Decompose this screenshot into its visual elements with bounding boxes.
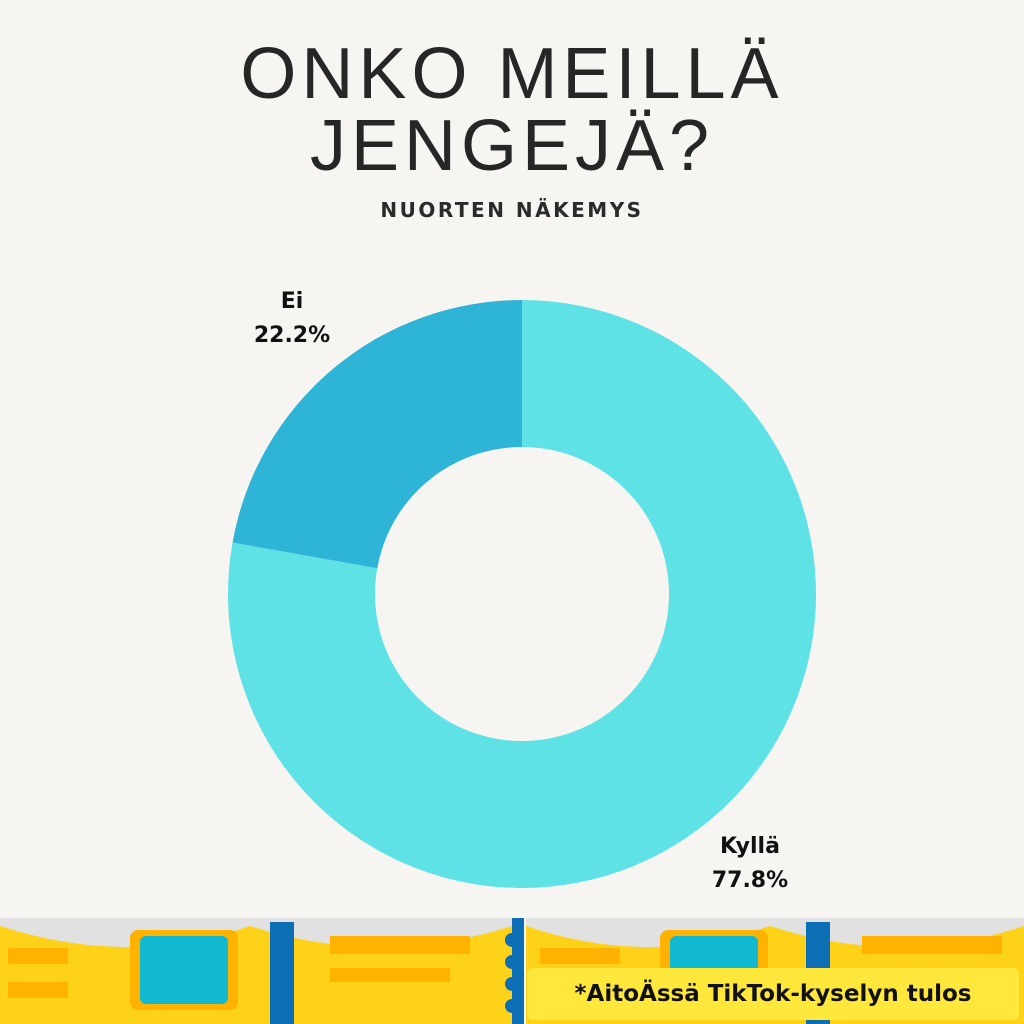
slice-kylla	[227, 300, 817, 889]
label-ei: Ei 22.2%	[232, 285, 352, 353]
banner-panel-left	[0, 918, 512, 1024]
label-ei-value: 22.2%	[253, 323, 331, 348]
label-ei-name: Ei	[280, 289, 304, 314]
label-kylla: Kyllä 77.8%	[690, 830, 810, 898]
chart-subtitle: NUORTEN NÄKEMYS	[380, 198, 644, 222]
slice-ei	[232, 300, 522, 569]
source-caption: *AitoÄssä TikTok-kyselyn tulos	[527, 968, 1019, 1020]
label-kylla-value: 77.8%	[711, 868, 789, 893]
label-kylla-name: Kyllä	[720, 834, 780, 859]
banner-zipper-divider	[505, 918, 524, 1024]
chart-title-line-1: ONKO MEILLÄ	[240, 34, 784, 114]
chart-title-line-2: JENGEJÄ?	[309, 106, 715, 186]
chart-title: ONKO MEILLÄ JENGEJÄ?	[0, 38, 1024, 182]
